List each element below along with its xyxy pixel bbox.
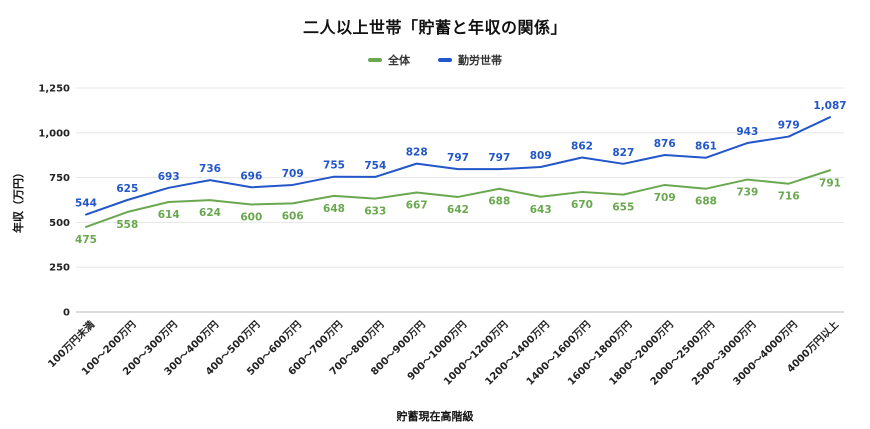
point-label: 709 <box>282 168 304 180</box>
point-label: 809 <box>530 150 552 162</box>
point-label: 797 <box>488 152 510 164</box>
legend-label-kinro-setai: 勤労世帯 <box>458 54 502 67</box>
point-label: 558 <box>116 219 138 231</box>
point-label: 688 <box>695 196 717 208</box>
chart-canvas: 02505007501,0001,250100万円未満100〜200万円200〜… <box>38 84 846 388</box>
legend-marker-green-icon <box>368 58 382 62</box>
legend: 全体 勤労世帯 <box>0 52 870 68</box>
point-label: 827 <box>612 147 634 159</box>
series-line <box>85 169 831 228</box>
point-label: 544 <box>75 198 97 210</box>
legend-item-zentai[interactable]: 全体 <box>368 52 410 68</box>
point-label: 709 <box>654 192 676 204</box>
point-label: 667 <box>406 199 428 211</box>
y-tick-label: 750 <box>49 173 70 184</box>
point-label: 943 <box>736 126 758 138</box>
point-label: 648 <box>323 203 345 215</box>
y-tick-label: 1,250 <box>38 84 70 95</box>
series-line <box>85 116 831 216</box>
legend-item-kinro-setai[interactable]: 勤労世帯 <box>438 52 502 68</box>
point-label: 688 <box>488 196 510 208</box>
point-label: 861 <box>695 141 717 153</box>
legend-label-zentai: 全体 <box>388 54 410 67</box>
point-label: 696 <box>240 170 262 182</box>
point-label: 739 <box>736 187 758 199</box>
y-tick-label: 0 <box>63 308 70 319</box>
point-label: 736 <box>199 163 221 175</box>
chart-title: 二人以上世帯「貯蓄と年収の関係」 <box>302 18 567 37</box>
point-label: 606 <box>282 210 304 222</box>
point-label: 797 <box>447 152 469 164</box>
point-label: 1,087 <box>813 100 846 112</box>
point-label: 655 <box>612 202 634 214</box>
y-tick-label: 1,000 <box>38 128 70 139</box>
point-label: 670 <box>571 199 593 211</box>
x-axis-title: 貯蓄現在高階級 <box>396 410 474 423</box>
point-label: 643 <box>530 204 552 216</box>
point-label: 642 <box>447 204 469 216</box>
y-tick-label: 500 <box>49 218 70 229</box>
point-label: 862 <box>571 141 593 153</box>
point-label: 600 <box>240 211 262 223</box>
point-label: 755 <box>323 160 345 172</box>
point-label: 475 <box>75 234 97 246</box>
y-tick-label: 250 <box>49 263 70 274</box>
legend-marker-blue-icon <box>438 58 452 62</box>
point-label: 624 <box>199 207 221 219</box>
point-label: 754 <box>364 160 386 172</box>
point-label: 979 <box>778 120 800 132</box>
point-label: 876 <box>654 138 676 150</box>
point-label: 633 <box>364 206 386 218</box>
point-label: 716 <box>778 191 800 203</box>
point-label: 828 <box>406 147 428 159</box>
point-label: 625 <box>116 183 138 195</box>
point-label: 791 <box>819 177 841 189</box>
point-label: 693 <box>158 171 180 183</box>
point-label: 614 <box>158 209 180 221</box>
